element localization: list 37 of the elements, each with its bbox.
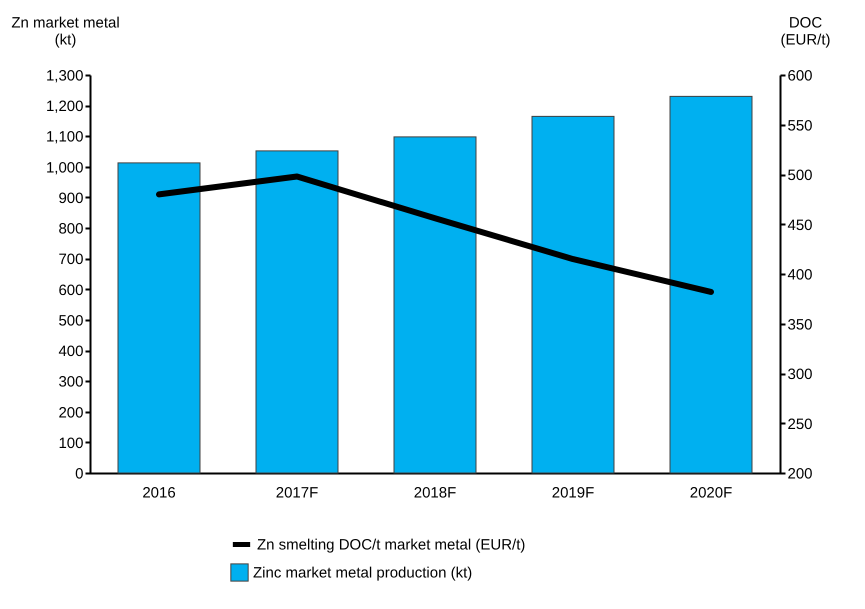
x-tick-label: 2019F xyxy=(552,484,594,502)
y-tick-label: 700 xyxy=(58,251,84,268)
bar xyxy=(118,162,200,474)
x-tick-label: 2020F xyxy=(690,484,732,502)
y2-tick-label: 400 xyxy=(788,266,813,284)
y-tick-label: 400 xyxy=(58,343,84,360)
y2-tick-label: 550 xyxy=(788,117,813,134)
y-tick-label: 800 xyxy=(58,220,84,238)
bar xyxy=(394,136,476,474)
bar xyxy=(256,150,338,474)
y2-tick-label: 600 xyxy=(788,68,813,84)
y-tick-label: 1,200 xyxy=(46,98,84,116)
x-tick-label: 2017F xyxy=(276,484,318,502)
y-tick-label: 600 xyxy=(58,282,84,299)
y-axis-title: Zn market metal (kt) xyxy=(11,14,120,48)
y-tick-label: 1,100 xyxy=(46,128,84,146)
y-tick-label: 500 xyxy=(58,312,84,330)
y2-tick-label: 300 xyxy=(788,366,813,383)
x-tick-label: 2018F xyxy=(414,484,456,502)
y2-tick-label: 350 xyxy=(788,316,813,334)
x-tick-label: 2016 xyxy=(142,484,176,502)
legend-label: Zn smelting DOC/t market metal (EUR/t) xyxy=(257,536,526,554)
y-tick-label: 300 xyxy=(58,374,84,391)
y2-tick-label: 500 xyxy=(788,167,813,184)
bar xyxy=(532,116,614,474)
y-tick-label: 1,000 xyxy=(46,159,84,176)
y2-tick-label: 250 xyxy=(788,416,813,433)
y-tick-label: 0 xyxy=(75,466,84,482)
y-tick-label: 900 xyxy=(58,190,84,207)
y2-tick-label: 200 xyxy=(788,466,813,482)
y2-tick-label: 450 xyxy=(788,216,813,234)
y2-axis-title: DOC (EUR/t) xyxy=(780,14,830,48)
bar xyxy=(670,96,752,474)
y-tick-label: 200 xyxy=(58,404,84,422)
y-tick-label: 100 xyxy=(58,434,84,452)
y-tick-label: 1,300 xyxy=(46,68,84,84)
legend-label: Zinc market metal production (kt) xyxy=(253,564,472,582)
